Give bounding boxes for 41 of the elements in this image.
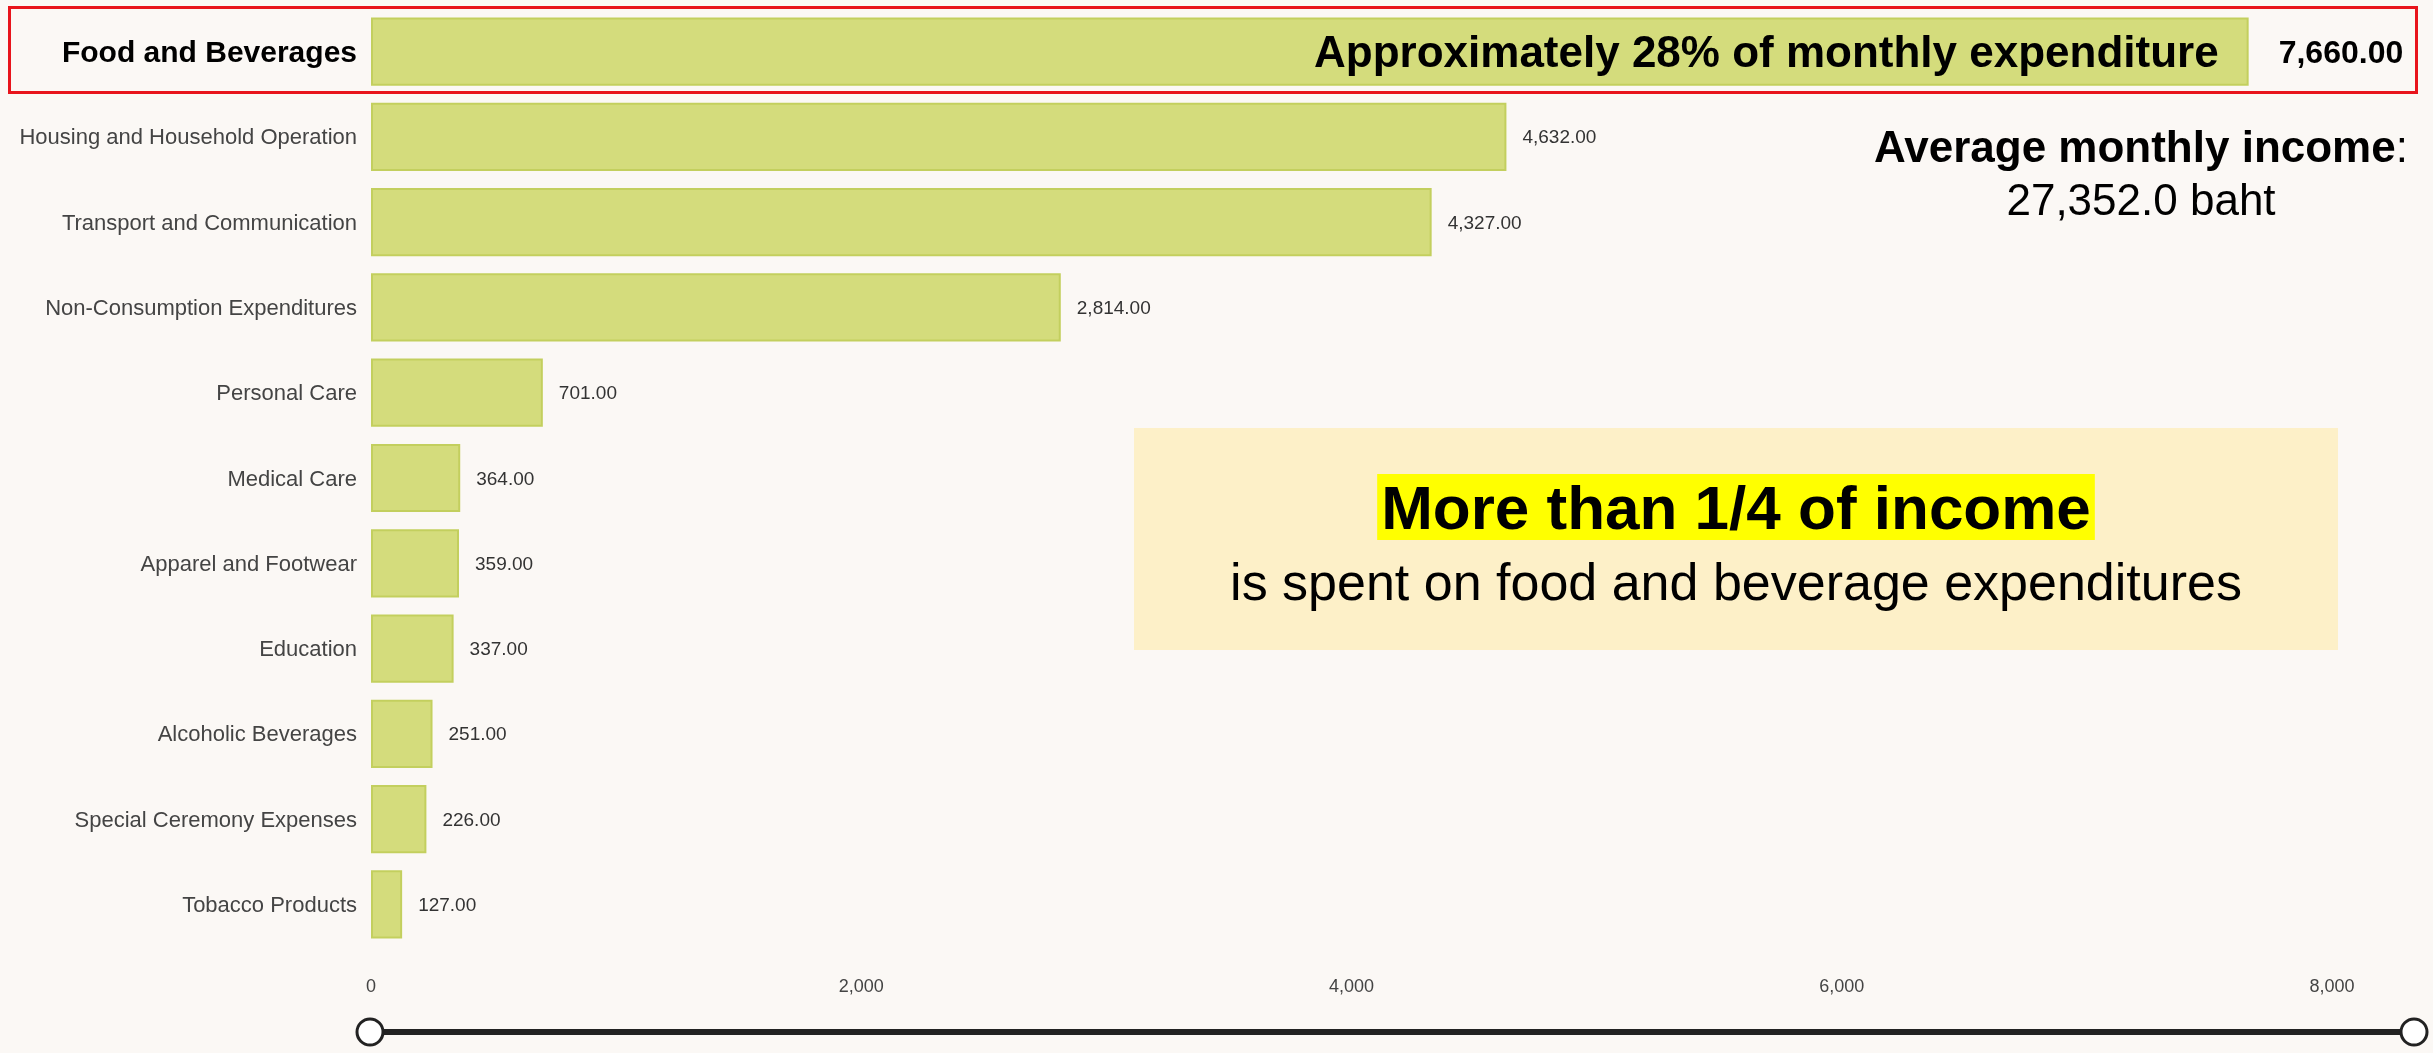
data-label: 2,814.00: [1076, 296, 1151, 318]
data-label: 226.00: [442, 808, 501, 830]
y-tick-label: Food and Beverages: [61, 35, 357, 69]
data-label: 7,660.00: [2278, 33, 2404, 70]
annotation: is spent on food and beverage expenditures: [1230, 553, 2242, 611]
bar: [371, 699, 433, 768]
y-tick-label: Medical Care: [227, 465, 357, 491]
y-tick-label: Transport and Communication: [61, 209, 357, 235]
bar: [371, 102, 1507, 172]
text: Average monthly income: 27,352.0 baht: [1874, 121, 2408, 224]
bar: [371, 443, 461, 513]
data-label: 4,327.00: [1447, 211, 1522, 233]
bar: [371, 188, 1432, 257]
data-label: 4,632.00: [1522, 126, 1597, 148]
x-tick-label: 4,000: [1328, 976, 1375, 996]
y-tick-label: Special Ceremony Expenses: [74, 806, 357, 832]
y-tick-label: Tobacco Products: [182, 891, 357, 917]
bar: [371, 273, 1061, 342]
x-tick-label: 8,000: [2309, 976, 2355, 996]
data-label: 359.00: [475, 552, 534, 574]
y-tick-label: Housing and Household Operation: [19, 124, 357, 150]
bar: [371, 529, 459, 598]
annotation: Approximately 28% of monthly expenditure: [1314, 27, 2219, 77]
bar: [371, 784, 427, 854]
y-tick-label: Education: [259, 636, 357, 662]
y-tick-label: Non-Consumption Expenditures: [45, 294, 357, 320]
annotation: More than 1/4 of income: [1381, 472, 2091, 542]
x-tick-label: 2,000: [838, 976, 884, 996]
data-label: 127.00: [418, 893, 477, 915]
y-tick-label: Alcoholic Beverages: [157, 721, 357, 747]
data-label: 251.00: [448, 723, 507, 745]
y-tick-label: Apparel and Footwear: [140, 550, 357, 576]
data-label: 701.00: [558, 382, 617, 404]
bar: [371, 870, 403, 939]
bar: [371, 358, 543, 427]
y-tick-label: Personal Care: [216, 380, 357, 406]
bar: [371, 614, 454, 683]
x-tick-label: 6,000: [1819, 976, 1865, 996]
data-label: 364.00: [476, 467, 535, 489]
data-label: 337.00: [469, 638, 528, 660]
x-tick-label: 0: [365, 976, 377, 996]
